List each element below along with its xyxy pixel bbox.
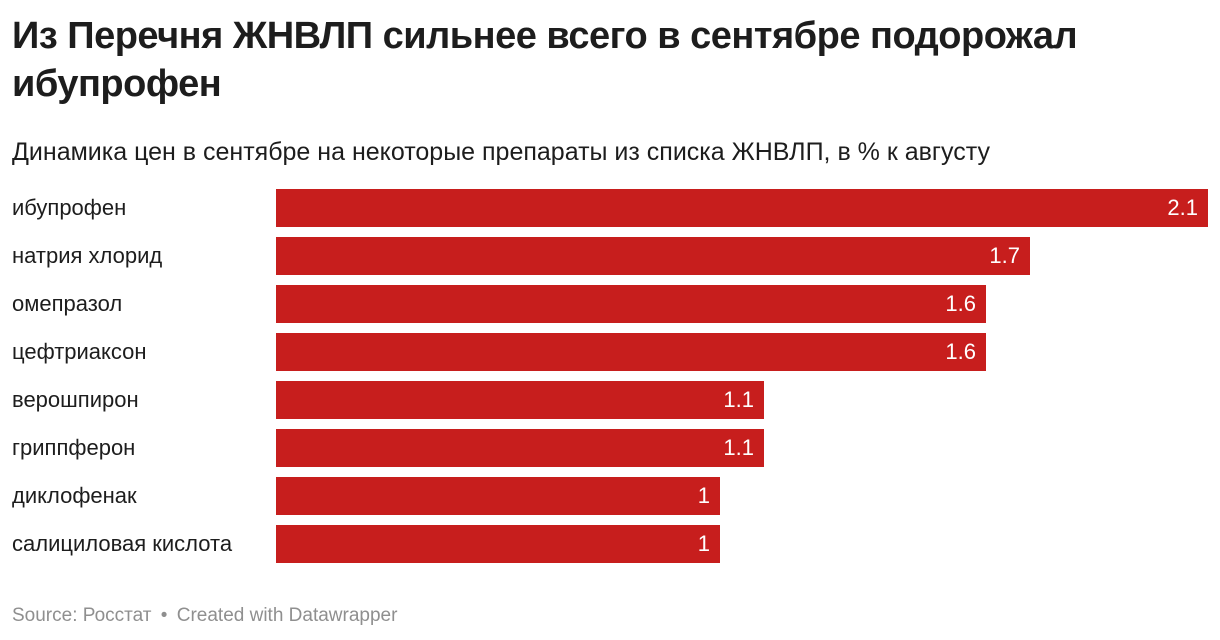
category-label: ибупрофен xyxy=(12,195,127,220)
bar: 1.7 xyxy=(276,237,1030,275)
category-label: верошпирон xyxy=(12,387,139,412)
bar-value-label: 1.6 xyxy=(945,291,976,316)
bar-value-label: 1 xyxy=(697,483,710,508)
bar-value-label: 2.1 xyxy=(1167,195,1198,220)
bar: 1.1 xyxy=(276,429,764,467)
datawrapper-credit-link[interactable]: Created with Datawrapper xyxy=(176,605,398,626)
category-label: салициловая кислота xyxy=(12,531,233,556)
bar: 1.1 xyxy=(276,381,764,419)
footer-separator: • xyxy=(160,605,168,626)
category-label: омепразол xyxy=(12,291,123,316)
chart-footer: Source: Росстат • Created with Datawrapp… xyxy=(12,603,397,629)
bar-value-label: 1.6 xyxy=(945,339,976,364)
source-note: Source: Росстат xyxy=(12,605,152,626)
bar: 1 xyxy=(276,525,720,563)
bar-value-label: 1.7 xyxy=(989,243,1020,268)
bar: 2.1 xyxy=(276,189,1208,227)
bar-value-label: 1.1 xyxy=(723,435,754,460)
category-label: гриппферон xyxy=(12,435,136,460)
category-label: диклофенак xyxy=(12,483,137,508)
chart-title: Из Перечня ЖНВЛП сильнее всего в сентябр… xyxy=(12,15,1078,105)
bar-value-label: 1.1 xyxy=(723,387,754,412)
category-label: цефтриаксон xyxy=(12,339,147,364)
chart-subtitle: Динамика цен в сентябре на некоторые пре… xyxy=(12,138,990,166)
bar: 1.6 xyxy=(276,333,986,371)
category-label: натрия хлорид xyxy=(12,243,163,268)
bar-value-label: 1 xyxy=(697,531,710,556)
bar: 1 xyxy=(276,477,720,515)
bar: 1.6 xyxy=(276,285,986,323)
